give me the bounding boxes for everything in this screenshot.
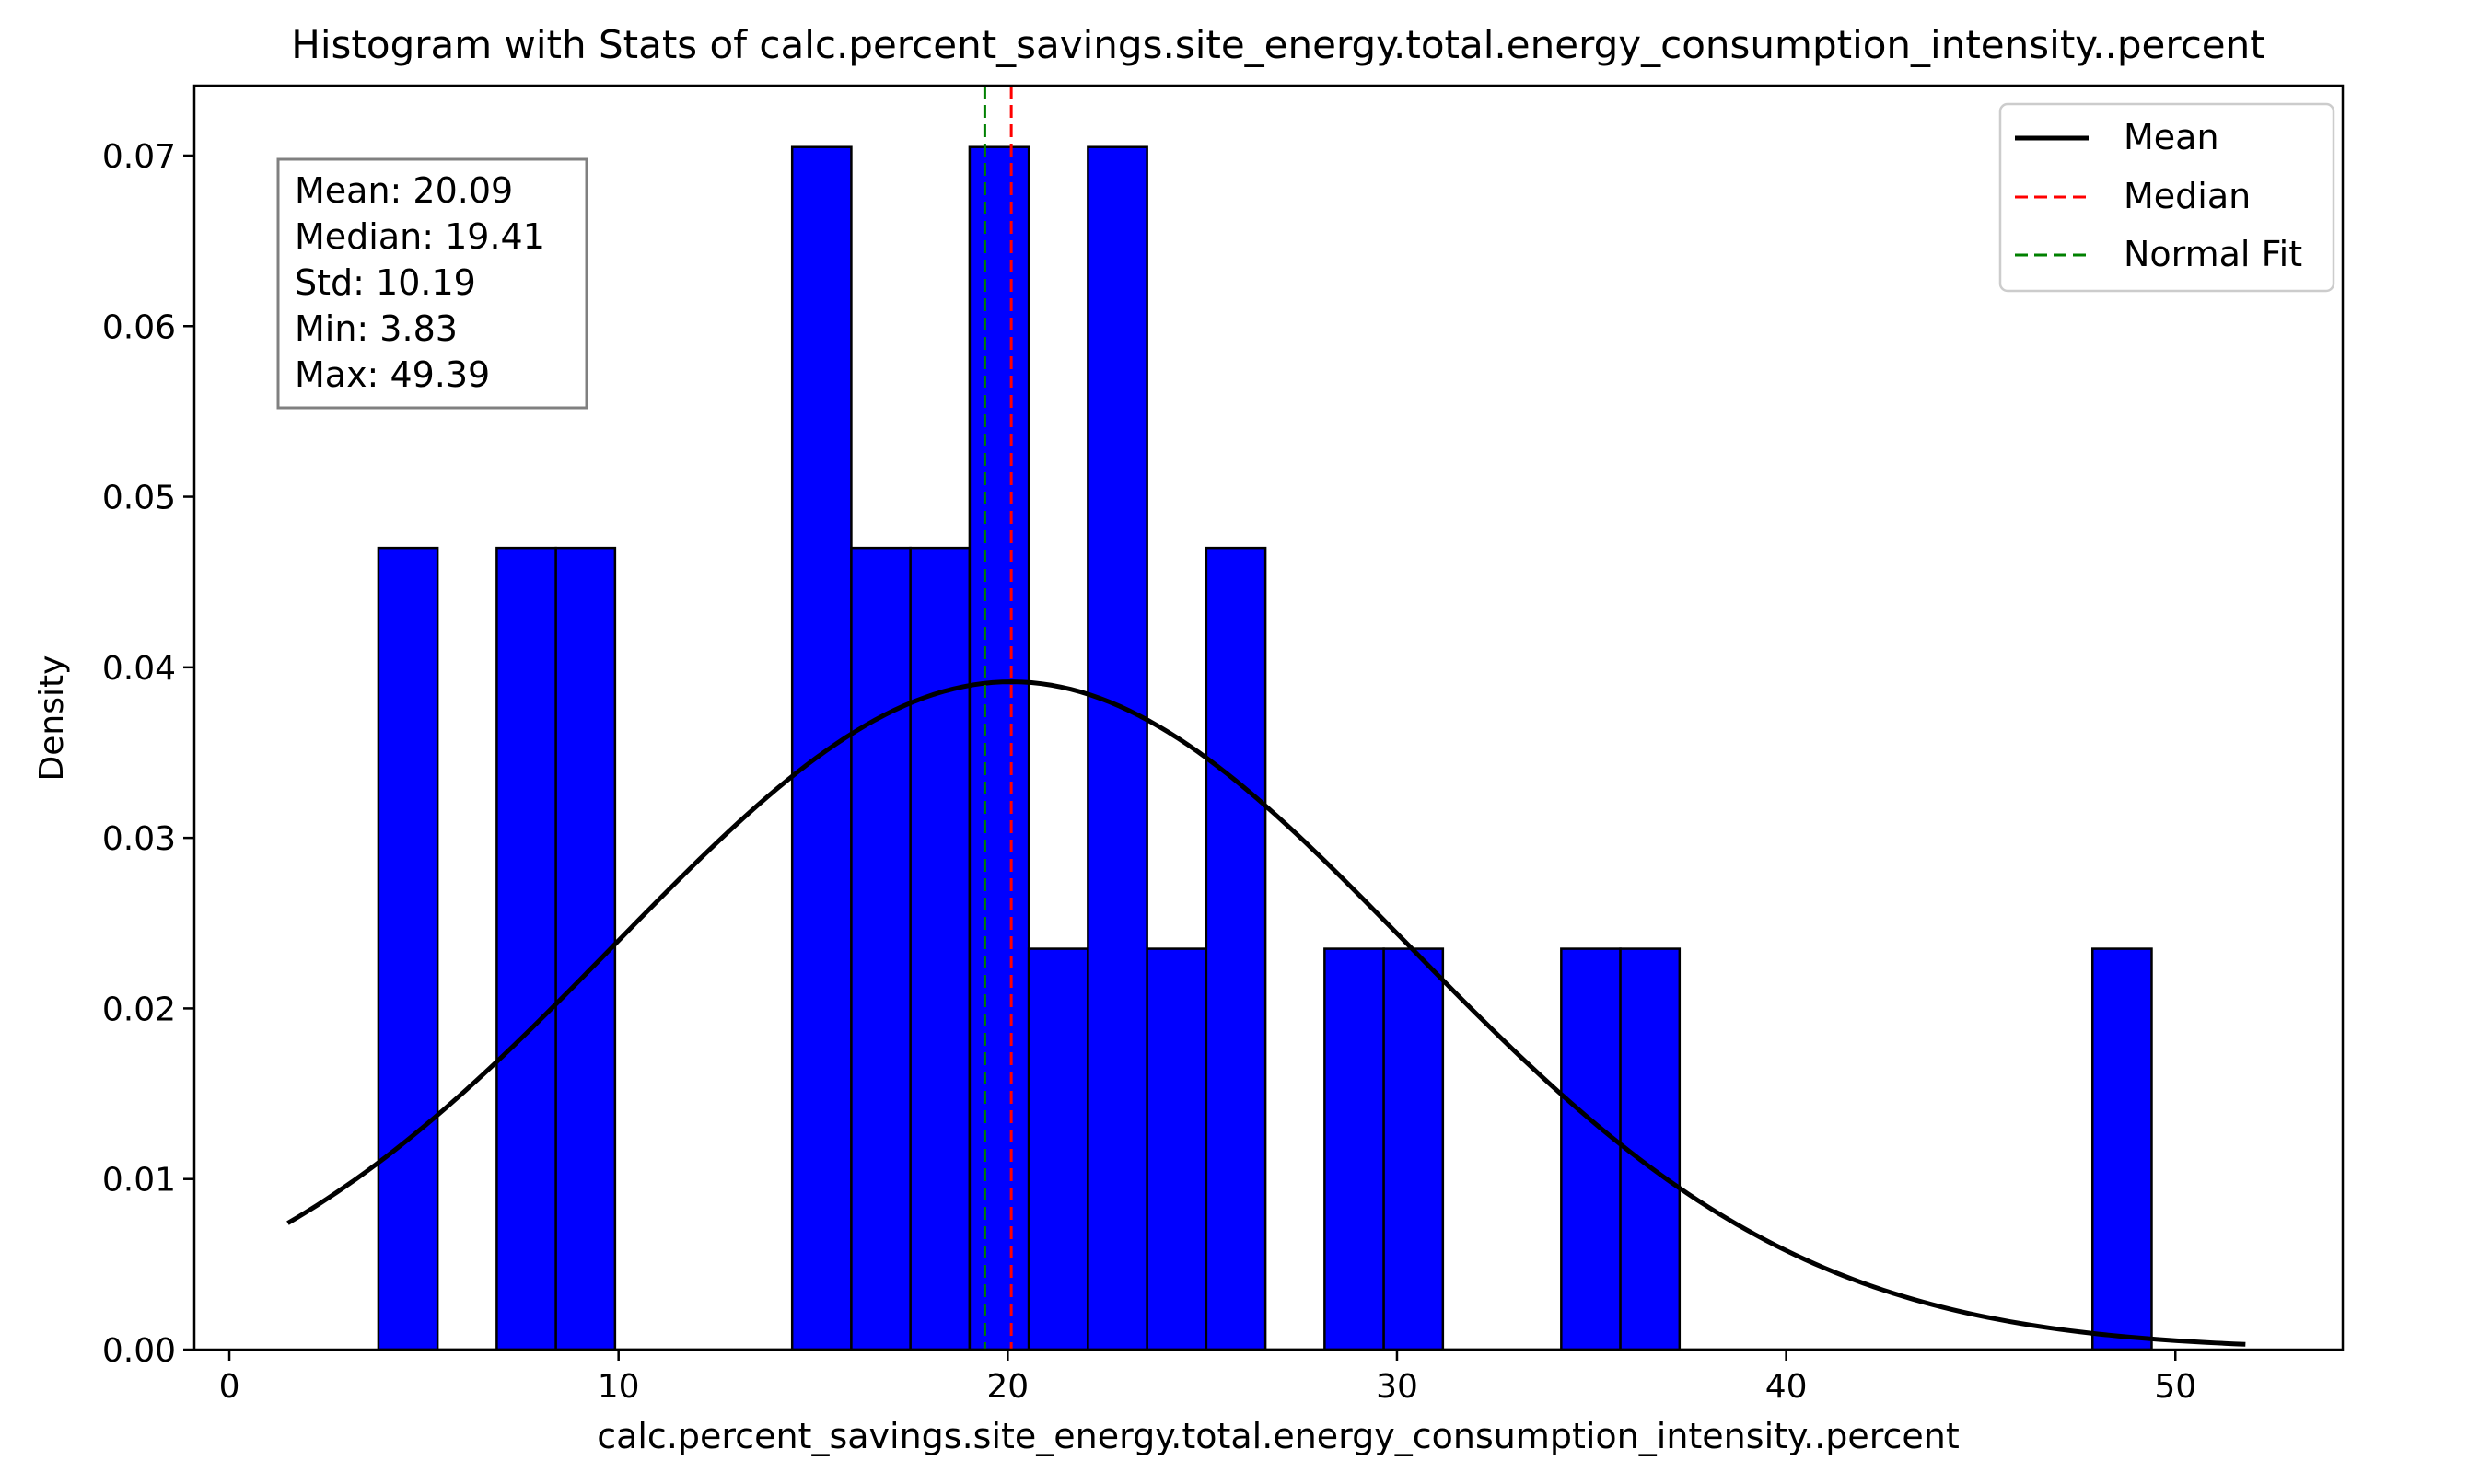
- stats-std: Std: 10.19: [295, 262, 476, 303]
- plot-area: [192, 84, 2345, 1351]
- y-tick-label: 0.04: [102, 650, 176, 688]
- y-tick-label: 0.03: [102, 820, 176, 858]
- histogram-bar: [554, 546, 617, 1351]
- x-axis-ticks: 0 10 20 30 40 50: [219, 1350, 2196, 1406]
- histogram-bar: [1027, 947, 1089, 1351]
- x-tick-label: 50: [2154, 1368, 2196, 1406]
- stats-box: Mean: 20.09 Median: 19.41 Std: 10.19 Min…: [276, 157, 588, 410]
- histogram-bar: [1560, 947, 1622, 1351]
- histogram-bar: [377, 546, 439, 1351]
- histogram-bar: [1087, 145, 1148, 1351]
- histogram-bar: [968, 145, 1030, 1351]
- x-tick-label: 20: [986, 1368, 1029, 1406]
- chart-title: Histogram with Stats of calc.percent_sav…: [291, 22, 2264, 67]
- x-tick-label: 10: [598, 1368, 640, 1406]
- stats-max: Max: 49.39: [295, 354, 490, 395]
- normal-curve: [286, 679, 2246, 1347]
- legend-label-mean: Mean: [2124, 117, 2219, 157]
- y-axis-label: Density: [33, 655, 71, 782]
- stats-median: Median: 19.41: [295, 216, 545, 257]
- histogram-bar: [790, 145, 853, 1351]
- y-axis-ticks: 0.00 0.01 0.02 0.03 0.04 0.05 0.06 0.07: [102, 138, 194, 1370]
- histogram-bar: [1382, 947, 1445, 1351]
- legend: Mean Median Normal Fit: [1998, 102, 2335, 293]
- stats-mean: Mean: 20.09: [295, 170, 513, 211]
- stats-box-frame: [276, 157, 588, 410]
- legend-label-normal-fit: Normal Fit: [2124, 234, 2302, 274]
- x-tick-label: 0: [219, 1368, 240, 1406]
- plot-frame: [192, 84, 2345, 1351]
- x-tick-label: 40: [1765, 1368, 1808, 1406]
- histogram-bar: [1323, 947, 1385, 1351]
- x-tick-label: 30: [1376, 1368, 1418, 1406]
- legend-frame: [1998, 102, 2335, 293]
- y-tick-label: 0.01: [102, 1162, 176, 1200]
- histogram-bar: [1146, 947, 1208, 1351]
- histogram-bar: [850, 546, 912, 1351]
- y-tick-label: 0.02: [102, 991, 176, 1028]
- histogram-bar: [2090, 947, 2153, 1351]
- y-tick-label: 0.00: [102, 1332, 176, 1370]
- x-axis-label: calc.percent_savings.site_energy.total.e…: [597, 1416, 1960, 1456]
- histogram-bar: [909, 546, 972, 1351]
- histogram-bar: [495, 546, 557, 1351]
- histogram-bars: [377, 145, 2153, 1351]
- stats-min: Min: 3.83: [295, 308, 458, 349]
- y-tick-label: 0.06: [102, 308, 176, 346]
- histogram-bar: [1205, 546, 1267, 1351]
- y-tick-label: 0.05: [102, 480, 176, 517]
- y-tick-label: 0.07: [102, 138, 176, 176]
- legend-label-median: Median: [2124, 176, 2251, 216]
